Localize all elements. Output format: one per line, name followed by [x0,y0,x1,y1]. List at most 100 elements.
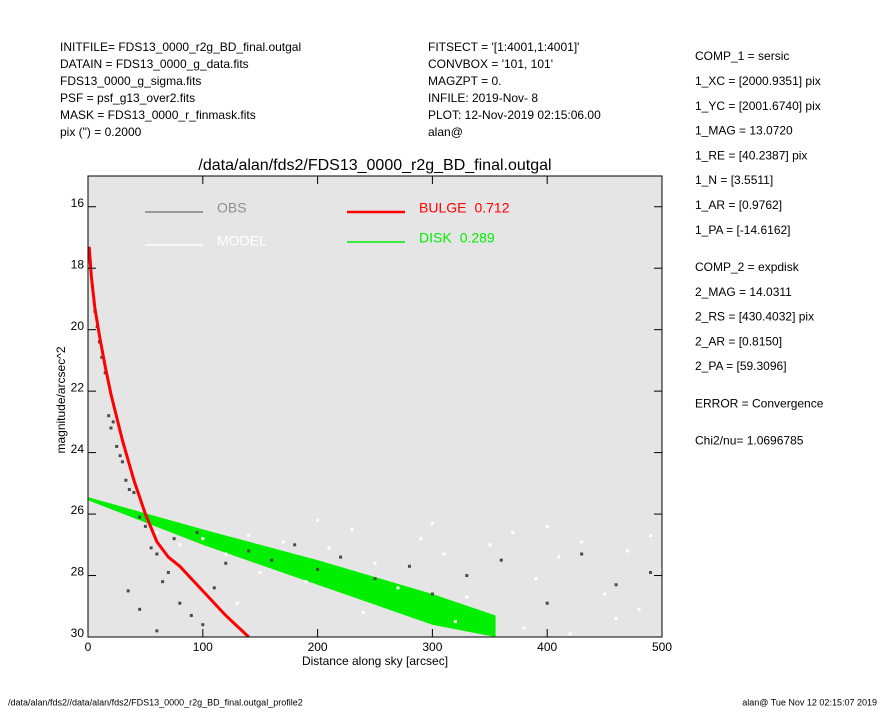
plot-area [88,176,662,637]
data-point [614,583,618,587]
data-point [161,580,165,584]
data-point [100,355,104,359]
data-point [626,549,630,553]
y-tick-label: 16 [71,196,85,210]
info-line: DATAIN = FDS13_0000_g_data.fits [60,57,249,71]
data-point [195,531,199,535]
data-point [155,531,159,535]
data-point [339,555,343,559]
data-point [373,561,377,565]
data-point [407,564,411,568]
legend-value: 0.289 [460,230,495,246]
legend-label: BULGE [419,200,466,216]
data-point [614,617,618,621]
x-tick-label: 200 [308,640,328,654]
y-tick-label: 26 [71,503,85,517]
data-point [580,540,584,544]
info-line: FDS13_0000_g_sigma.fits [60,74,201,88]
data-point [649,570,653,574]
data-point [545,524,549,528]
param-line: 1_AR = [0.9762] [695,198,782,212]
info-line: INITFILE= FDS13_0000_r2g_BD_final.outgal [60,40,301,54]
param-line: ERROR = Convergence [695,396,824,410]
data-point [235,601,239,605]
data-point [350,527,354,531]
param-line: Chi2/nu= 1.0696785 [695,434,804,448]
param-line: 1_XC = [2000.9351] pix [695,74,821,88]
data-point [270,558,274,562]
disk-band [88,497,496,637]
y-tick-label: 18 [71,257,85,271]
data-point [637,607,641,611]
data-point [155,629,159,633]
data-point [166,570,170,574]
bulge-line [88,246,250,637]
data-point [120,460,124,464]
info-line: INFILE: 2019-Nov- 8 [428,91,538,105]
data-point [247,549,251,553]
y-tick-label: 20 [71,319,85,333]
data-point [109,426,113,430]
data-point [522,626,526,630]
data-point [126,589,130,593]
data-point [178,601,182,605]
data-point [603,592,607,596]
y-axis-label: magnitude/arcsec^2 [54,346,68,453]
data-point [143,524,147,528]
data-point [511,531,515,535]
data-point [155,552,159,556]
data-point [396,586,400,590]
legend-label: OBS [217,200,247,216]
data-point [316,518,320,522]
data-point [327,546,331,550]
data-point [224,561,228,565]
data-point [465,574,469,578]
param-line: 2_RS = [430.4032] pix [695,310,814,324]
data-point [127,487,131,491]
data-point [118,454,122,458]
data-point [281,540,285,544]
info-line: MAGZPT = 0. [428,74,501,88]
data-point [430,592,434,596]
legend-label: DISK [419,230,452,246]
data-point [557,555,561,559]
info-line: PLOT: 12-Nov-2019 02:15:06.00 [428,108,601,122]
data-point [258,570,262,574]
y-tick-label: 24 [71,442,85,456]
y-tick-label: 22 [71,380,85,394]
param-line: 2_MAG = 14.0311 [695,285,792,299]
data-point [580,552,584,556]
data-point [224,552,228,556]
data-point [568,632,572,636]
legend-value: 0.712 [474,200,509,216]
data-point [362,610,366,614]
footer-left: /data/alan/fds2//data/alan/fds2/FDS13_00… [8,697,303,707]
data-point [465,595,469,599]
data-point [189,613,193,617]
data-point [124,478,128,482]
data-point [178,543,182,547]
data-point [107,414,111,418]
data-point [138,607,142,611]
info-line: alan@ [428,125,463,139]
data-point [453,620,457,624]
param-line: 1_PA = [-14.6162] [695,223,791,237]
info-line: pix (") = 0.2000 [60,125,142,139]
x-tick-label: 400 [537,640,557,654]
plot-frame [87,175,663,638]
param-line: 1_N = [3.5511] [695,173,773,187]
param-line: 2_AR = [0.8150] [695,334,782,348]
x-axis-label: Distance along sky [arcsec] [302,654,448,668]
param-line: COMP_2 = expdisk [695,260,800,274]
data-point [132,491,136,495]
x-tick-label: 500 [652,640,672,654]
data-point [430,521,434,525]
legend-label: MODEL [217,233,267,249]
data-point [545,601,549,605]
param-line: COMP_1 = sersic [695,49,789,63]
info-line: CONVBOX = '101, 101' [428,57,553,71]
data-point [201,537,205,541]
data-point [373,577,377,581]
x-tick-label: 100 [193,640,213,654]
